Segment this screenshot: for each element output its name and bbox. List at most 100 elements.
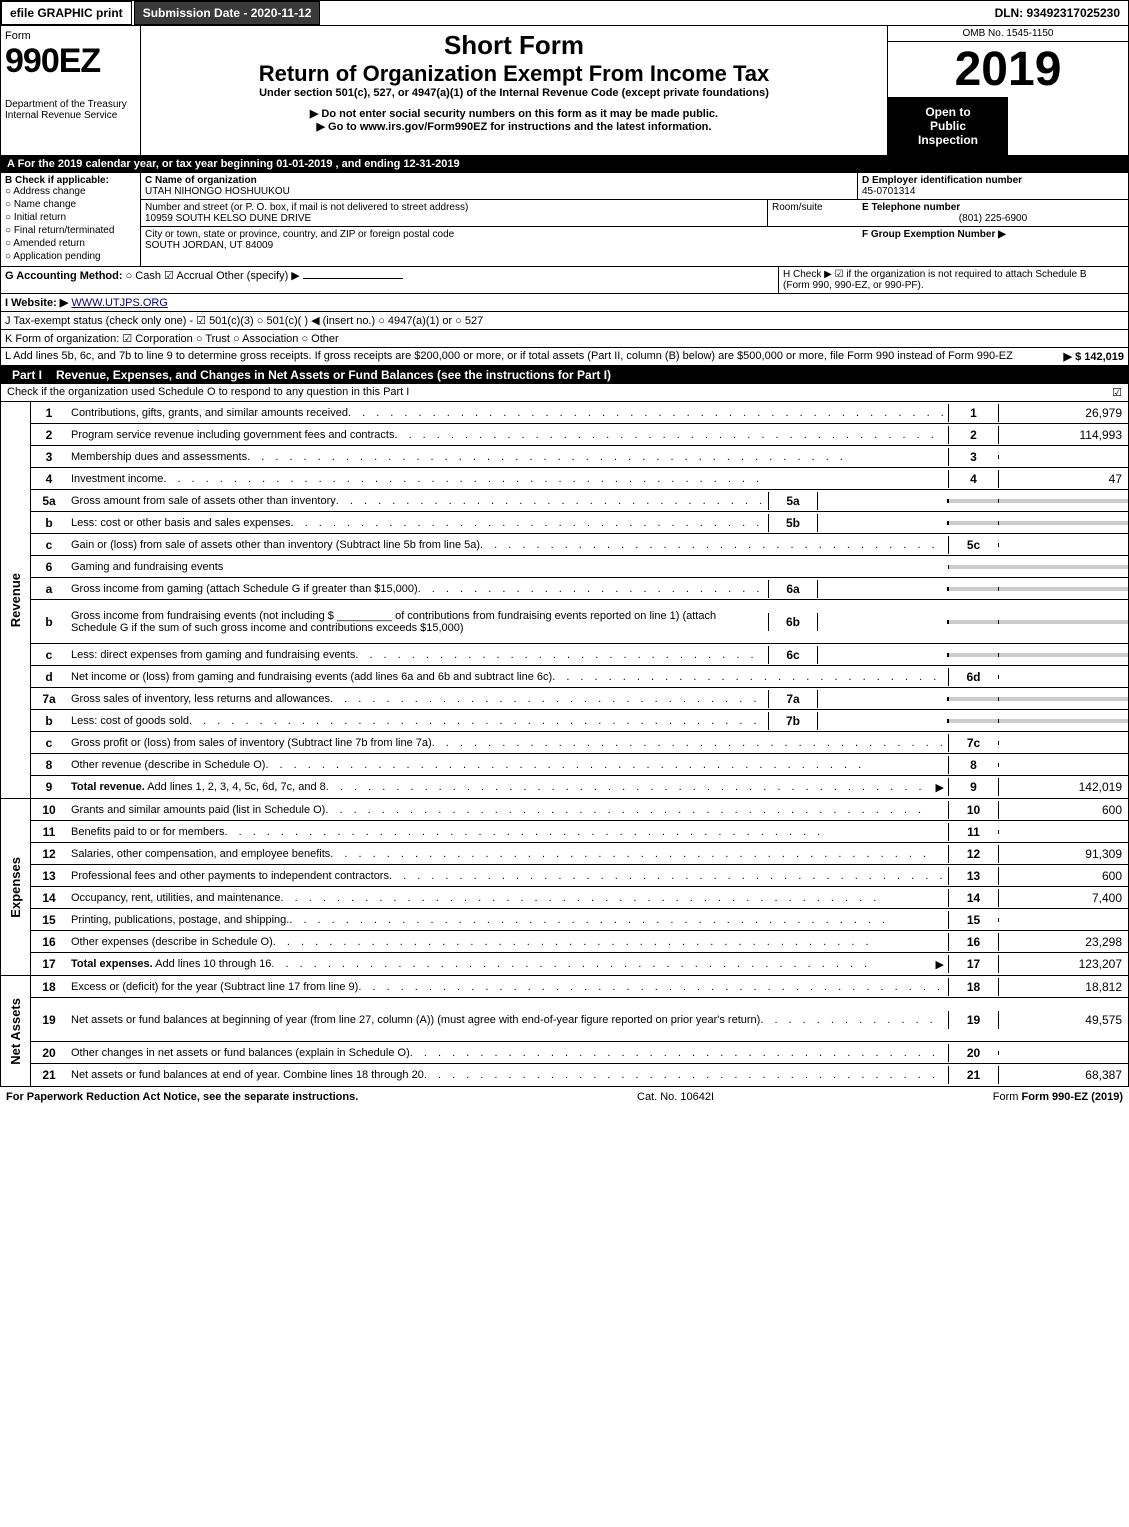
- line-desc: Gain or (loss) from sale of assets other…: [67, 537, 948, 553]
- line-num: a: [31, 580, 67, 598]
- line-col: 6d: [948, 668, 998, 686]
- form-header: Form 990EZ Department of the Treasury In…: [0, 26, 1129, 156]
- chk-amended[interactable]: Amended return: [5, 238, 136, 249]
- line-desc: Net assets or fund balances at end of ye…: [67, 1067, 948, 1083]
- efile-button[interactable]: efile GRAPHIC print: [1, 1, 132, 25]
- sub-line-num: 7b: [768, 712, 818, 730]
- line-6: 6Gaming and fundraising events: [31, 556, 1128, 578]
- line-val: [998, 763, 1128, 767]
- line-num: 11: [31, 823, 67, 841]
- dln-label: DLN: 93492317025230: [987, 2, 1128, 24]
- line-21: 21Net assets or fund balances at end of …: [31, 1064, 1128, 1086]
- line-desc: Professional fees and other payments to …: [67, 868, 948, 884]
- box-c: C Name of organization UTAH NIHONGO HOSH…: [141, 173, 858, 266]
- line-15: 15Printing, publications, postage, and s…: [31, 909, 1128, 931]
- submission-date-button[interactable]: Submission Date - 2020-11-12: [134, 1, 321, 25]
- chk-name[interactable]: Name change: [5, 199, 136, 210]
- chk-final[interactable]: Final return/terminated: [5, 225, 136, 236]
- line-desc: Gross amount from sale of assets other t…: [67, 493, 768, 509]
- line-col: 21: [948, 1066, 998, 1084]
- line-col: 17: [948, 955, 998, 973]
- line-num: b: [31, 712, 67, 730]
- line-val: [998, 918, 1128, 922]
- page-footer: For Paperwork Reduction Act Notice, see …: [0, 1087, 1129, 1107]
- g-cash[interactable]: ○ Cash: [126, 270, 161, 282]
- sub-line-val: [818, 697, 948, 701]
- form-number: 990EZ: [5, 42, 136, 81]
- website-link[interactable]: WWW.UTJPS.ORG: [71, 297, 168, 309]
- line-val: 23,298: [998, 933, 1128, 951]
- line-desc: Program service revenue including govern…: [67, 427, 948, 443]
- box-b: B Check if applicable: Address change Na…: [1, 173, 141, 266]
- line-col-grey: [948, 719, 998, 723]
- line-col-grey: [948, 620, 998, 624]
- chk-initial[interactable]: Initial return: [5, 212, 136, 223]
- line-h: H Check ▶ ☑ if the organization is not r…: [778, 267, 1128, 293]
- line-val-grey: [998, 697, 1128, 701]
- room-suite: Room/suite: [768, 200, 858, 226]
- line-val: [998, 675, 1128, 679]
- line-l: L Add lines 5b, 6c, and 7b to line 9 to …: [0, 348, 1129, 366]
- g-other[interactable]: Other (specify) ▶: [216, 270, 300, 282]
- expenses-lines: 10Grants and similar amounts paid (list …: [31, 799, 1128, 975]
- line-desc: Less: cost or other basis and sales expe…: [67, 515, 768, 531]
- part-1-header: Part I Revenue, Expenses, and Changes in…: [0, 366, 1129, 384]
- line-val: 114,993: [998, 426, 1128, 444]
- line-col: 11: [948, 823, 998, 841]
- chk-address[interactable]: Address change: [5, 186, 136, 197]
- line-j: J Tax-exempt status (check only one) - ☑…: [0, 312, 1129, 330]
- line-val: [998, 741, 1128, 745]
- box-def: D Employer identification number 45-0701…: [858, 173, 1128, 266]
- line-val: 47: [998, 470, 1128, 488]
- sub-line-num: 6c: [768, 646, 818, 664]
- sub-line-num: 6b: [768, 613, 818, 631]
- sub-line-val: [818, 620, 948, 624]
- line-num: b: [31, 613, 67, 631]
- sub-line-num: 7a: [768, 690, 818, 708]
- chk-pending[interactable]: Application pending: [5, 251, 136, 262]
- box-e-label: E Telephone number: [862, 202, 1124, 213]
- subtitle-2: ▶ Do not enter social security numbers o…: [149, 107, 879, 120]
- line-val: 600: [998, 801, 1128, 819]
- line-val-grey: [998, 521, 1128, 525]
- line-b: bLess: cost of goods sold7b: [31, 710, 1128, 732]
- line-val: 49,575: [998, 1011, 1128, 1029]
- line-desc: Contributions, gifts, grants, and simila…: [67, 405, 948, 421]
- line-b: bLess: cost or other basis and sales exp…: [31, 512, 1128, 534]
- line-val-grey: [998, 719, 1128, 723]
- netassets-lines: 18Excess or (deficit) for the year (Subt…: [31, 976, 1128, 1086]
- line-desc: Excess or (deficit) for the year (Subtra…: [67, 979, 948, 995]
- line-desc: Gross income from gaming (attach Schedul…: [67, 581, 768, 597]
- line-l-amount: ▶ $ 142,019: [1064, 350, 1124, 363]
- line-11: 11Benefits paid to or for members11: [31, 821, 1128, 843]
- line-val-grey: [998, 620, 1128, 624]
- line-c: cGain or (loss) from sale of assets othe…: [31, 534, 1128, 556]
- line-num: 3: [31, 448, 67, 466]
- line-val-grey: [998, 653, 1128, 657]
- top-toolbar: efile GRAPHIC print Submission Date - 20…: [0, 0, 1129, 26]
- line-col: 12: [948, 845, 998, 863]
- netassets-section: Net Assets 18Excess or (deficit) for the…: [0, 976, 1129, 1087]
- line-desc: Other revenue (describe in Schedule O): [67, 757, 948, 773]
- line-b: bGross income from fundraising events (n…: [31, 600, 1128, 644]
- netassets-vlabel: Net Assets: [1, 976, 31, 1086]
- line-num: c: [31, 646, 67, 664]
- line-desc: Printing, publications, postage, and shi…: [67, 912, 948, 928]
- line-col: 8: [948, 756, 998, 774]
- line-12: 12Salaries, other compensation, and empl…: [31, 843, 1128, 865]
- line-val: 18,812: [998, 978, 1128, 996]
- line-num: 20: [31, 1044, 67, 1062]
- line-val: [998, 1051, 1128, 1055]
- line-col-grey: [948, 521, 998, 525]
- line-num: 12: [31, 845, 67, 863]
- g-accrual[interactable]: ☑ Accrual: [164, 270, 213, 282]
- part-1-checkbox[interactable]: ☑: [1112, 386, 1122, 399]
- line-desc: Other expenses (describe in Schedule O): [67, 934, 948, 950]
- line-18: 18Excess or (deficit) for the year (Subt…: [31, 976, 1128, 998]
- line-val: 142,019: [998, 778, 1128, 796]
- line-val: [998, 830, 1128, 834]
- g-other-blank[interactable]: [303, 278, 403, 279]
- line-num: 8: [31, 756, 67, 774]
- line-4: 4Investment income447: [31, 468, 1128, 490]
- line-val-grey: [998, 499, 1128, 503]
